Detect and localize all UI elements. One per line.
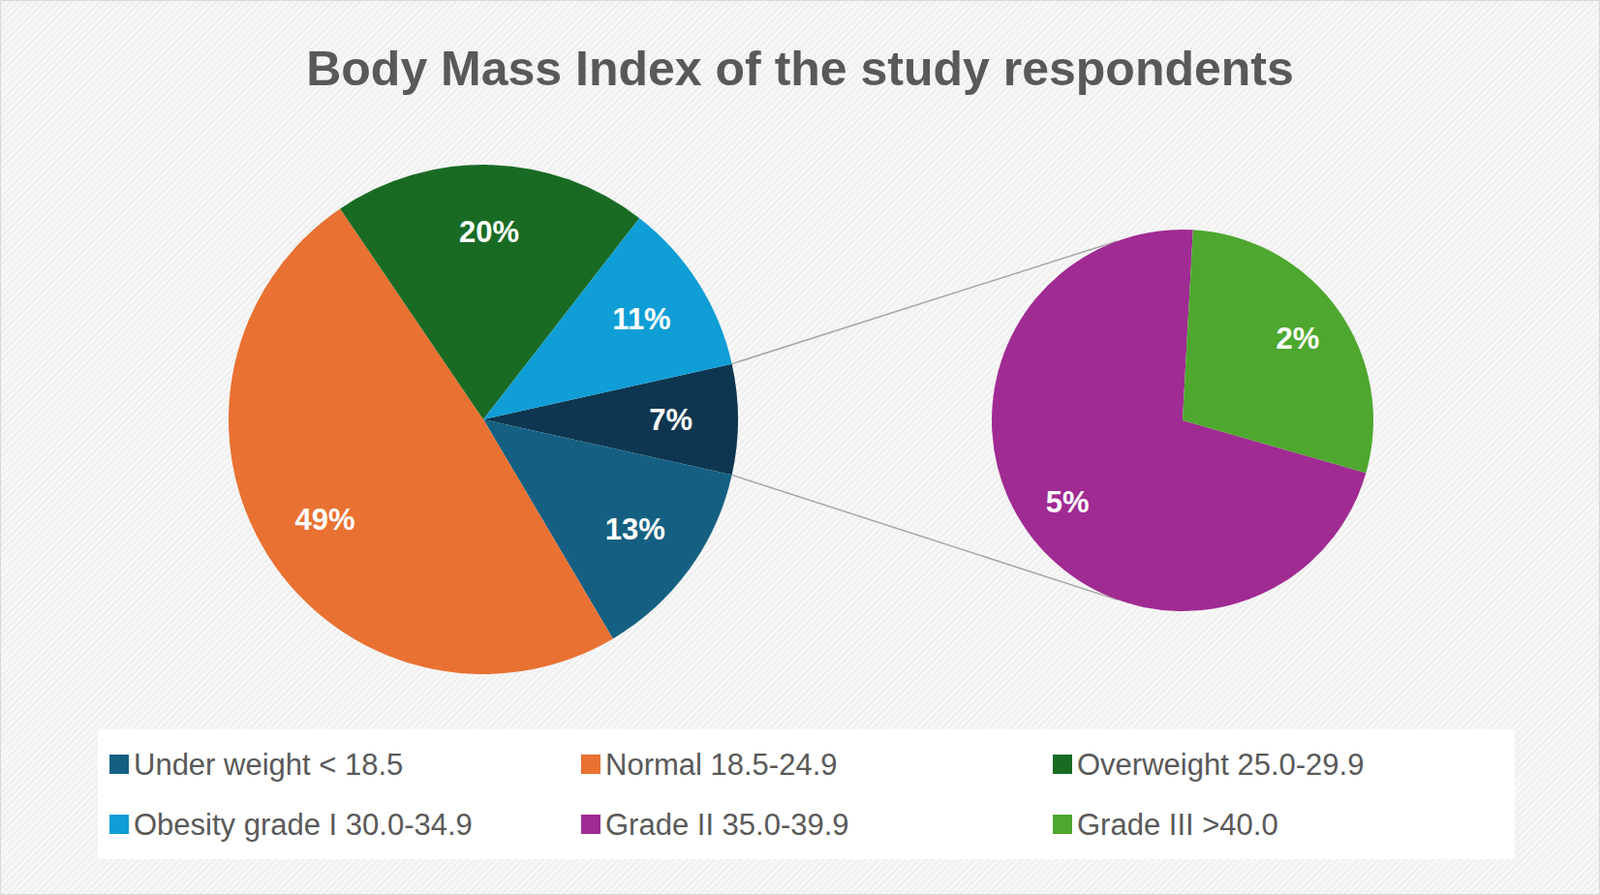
svg-text:49%: 49% [294,502,355,537]
svg-text:11%: 11% [612,302,671,337]
svg-text:20%: 20% [459,215,520,249]
svg-text:Normal 18.5-24.9: Normal 18.5-24.9 [605,747,838,782]
svg-text:Grade II 35.0-39.9: Grade II 35.0-39.9 [605,807,850,842]
svg-text:5%: 5% [1046,485,1090,520]
svg-text:Body Mass Index of the study r: Body Mass Index of the study respondents [306,41,1294,96]
svg-text:Under weight < 18.5: Under weight < 18.5 [133,747,403,782]
svg-text:Obesity grade I 30.0-34.9: Obesity grade I 30.0-34.9 [133,807,473,842]
svg-text:7%: 7% [648,402,693,437]
svg-text:Grade III >40.0: Grade III >40.0 [1076,807,1279,842]
svg-text:13%: 13% [605,512,666,547]
svg-text:2%: 2% [1275,321,1320,356]
svg-text:Overweight 25.0-29.9: Overweight 25.0-29.9 [1076,747,1364,782]
